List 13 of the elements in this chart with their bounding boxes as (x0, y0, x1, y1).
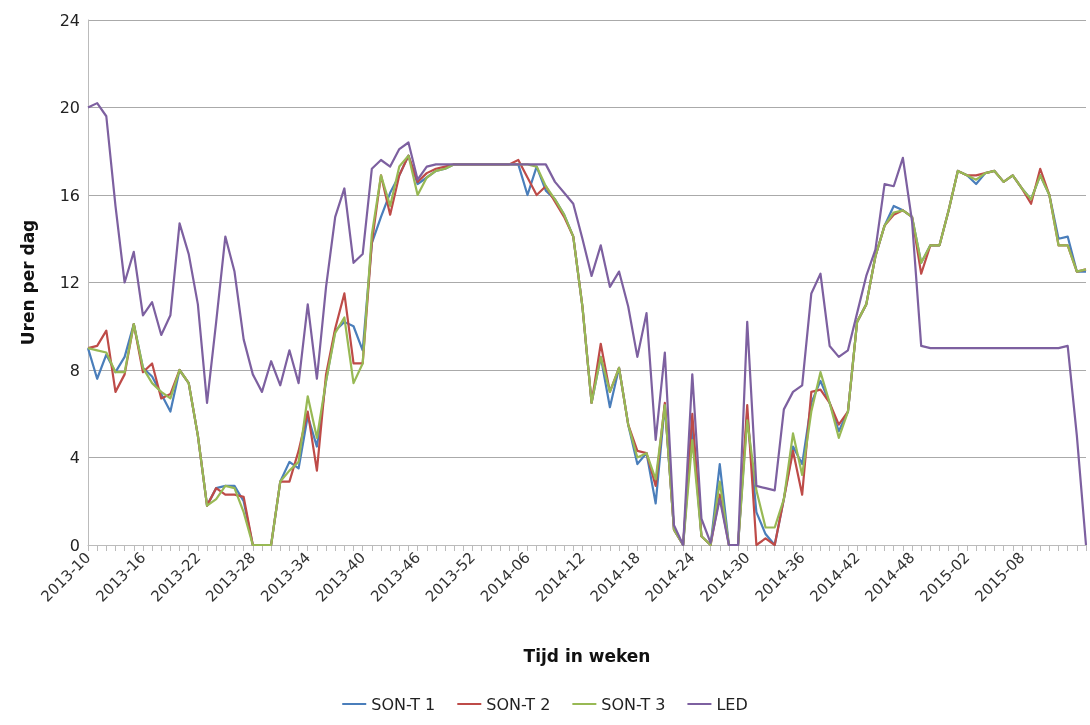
x-axis-title: Tijd in weken (523, 645, 651, 666)
y-axis-title: Uren per dag (17, 219, 38, 346)
legend-label: SON-T 3 (601, 694, 666, 714)
legend-label: SON-T 2 (486, 694, 551, 714)
legend-label: LED (716, 694, 748, 714)
y-tick-label: 20 (59, 98, 80, 117)
y-tick-label: 16 (59, 185, 80, 205)
y-tick-label: 0 (69, 535, 80, 555)
y-tick-label: 4 (69, 448, 80, 467)
legend-label: SON-T 1 (371, 694, 436, 714)
y-tick-label: 12 (59, 273, 80, 292)
y-tick-label: 8 (69, 360, 80, 380)
y-tick-label: 24 (59, 10, 80, 30)
